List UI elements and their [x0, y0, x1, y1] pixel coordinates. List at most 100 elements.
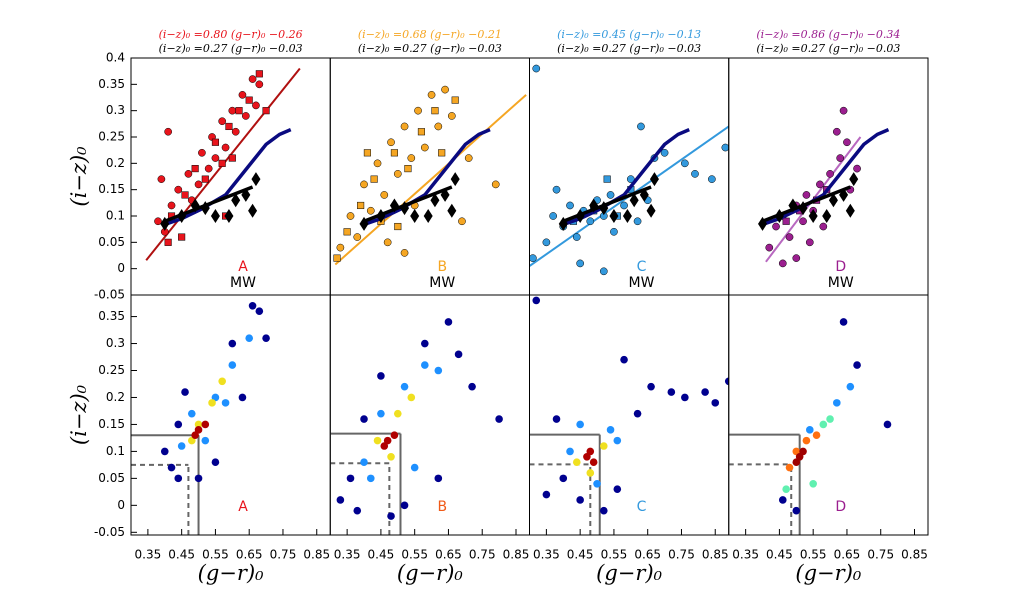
- point: [255, 70, 263, 78]
- y-tick-label: 0.3: [106, 103, 125, 117]
- point: [724, 377, 729, 386]
- x-axis-label: (g−r)₀: [596, 561, 662, 585]
- point: [434, 122, 443, 131]
- point: [572, 458, 581, 466]
- diamond: [599, 201, 609, 216]
- point: [833, 399, 841, 407]
- x-tick-label: 0.45: [368, 548, 395, 562]
- point: [586, 217, 595, 226]
- point: [691, 170, 699, 178]
- point: [839, 106, 848, 115]
- diamond: [210, 209, 220, 223]
- x-tick-label: 0.65: [435, 548, 462, 562]
- diamond: [845, 203, 855, 218]
- point: [366, 206, 375, 215]
- point: [262, 334, 270, 342]
- point: [221, 399, 230, 407]
- point: [610, 227, 618, 236]
- y-tick-label: 0.4: [106, 51, 125, 65]
- plot-area: [131, 301, 270, 535]
- diamond: [649, 172, 659, 187]
- plot-area: [728, 318, 892, 535]
- point: [772, 222, 780, 231]
- point: [806, 426, 814, 434]
- point: [360, 415, 368, 423]
- diamond: [241, 187, 251, 202]
- point: [826, 170, 834, 178]
- mw-label: MW: [828, 275, 854, 291]
- point: [211, 154, 220, 162]
- diamond: [646, 203, 656, 218]
- mw-line: [761, 128, 890, 227]
- point: [228, 339, 237, 348]
- point: [613, 436, 622, 445]
- panel-label: A: [238, 499, 248, 515]
- point: [438, 149, 446, 157]
- point: [387, 452, 395, 461]
- point: [404, 165, 412, 173]
- point: [194, 420, 203, 429]
- point: [839, 318, 848, 326]
- point: [593, 479, 601, 488]
- panel-frame: [329, 294, 530, 536]
- diamond: [251, 172, 261, 187]
- point: [373, 159, 382, 168]
- point: [167, 463, 176, 472]
- mw-fit-label: (i−z)₀ =0.27 (g−r)₀ −0.03: [756, 42, 900, 55]
- point: [883, 420, 892, 429]
- point: [225, 122, 233, 131]
- point: [552, 415, 561, 423]
- point: [802, 191, 811, 199]
- point: [420, 143, 429, 152]
- point: [572, 233, 581, 241]
- y-tick-label: 0.05: [98, 235, 125, 249]
- point: [613, 485, 622, 493]
- x-tick-label: 0.55: [601, 548, 628, 562]
- point: [417, 128, 425, 136]
- point: [174, 474, 183, 483]
- diamond: [788, 198, 798, 213]
- x-tick-label: 0.35: [732, 548, 759, 562]
- point: [228, 361, 237, 369]
- point: [184, 170, 193, 178]
- point: [252, 101, 260, 110]
- point: [606, 426, 615, 434]
- diamond: [822, 209, 832, 223]
- x-tick-label: 0.85: [303, 548, 330, 562]
- diamond: [558, 216, 568, 231]
- point: [393, 170, 402, 178]
- point: [620, 201, 628, 210]
- point: [167, 201, 176, 210]
- point: [559, 474, 568, 483]
- point: [377, 372, 385, 380]
- mw-fit-label: (i−z)₀ =0.27 (g−r)₀ −0.03: [557, 42, 701, 55]
- point: [819, 420, 828, 429]
- point: [211, 458, 220, 466]
- diamond: [849, 172, 859, 187]
- point: [221, 143, 230, 152]
- y-tick-label: -0.05: [94, 525, 125, 539]
- point: [451, 96, 459, 104]
- x-axis-label: (g−r)₀: [795, 561, 861, 585]
- point: [785, 463, 794, 472]
- point: [660, 148, 669, 157]
- panel-label: C: [637, 499, 647, 515]
- x-tick-label: 0.75: [270, 548, 297, 562]
- point: [447, 112, 456, 120]
- y-tick-label: 0: [117, 261, 125, 275]
- point: [812, 431, 821, 440]
- point: [181, 191, 189, 199]
- point: [620, 355, 628, 364]
- point: [421, 339, 429, 348]
- point: [154, 217, 162, 226]
- diamond: [609, 209, 619, 223]
- x-tick-label: 0.35: [334, 548, 361, 562]
- point: [711, 399, 720, 407]
- point: [778, 496, 787, 504]
- point: [400, 122, 409, 131]
- point: [255, 80, 264, 89]
- point: [262, 107, 270, 115]
- point: [380, 442, 389, 450]
- point: [353, 506, 362, 515]
- point: [390, 431, 399, 440]
